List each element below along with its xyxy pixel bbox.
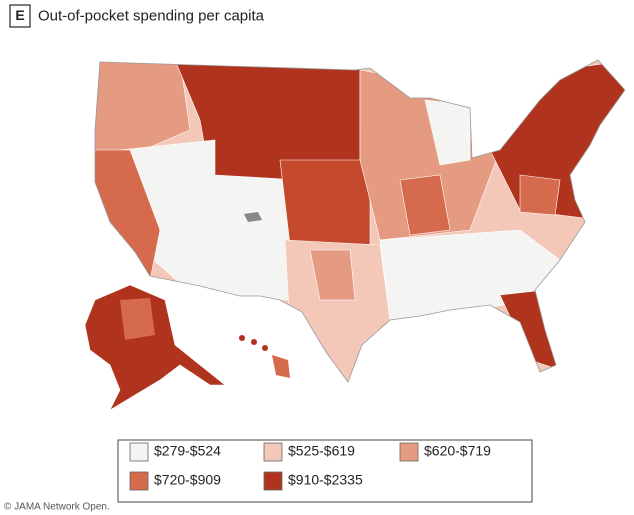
legend-swatch <box>129 471 149 491</box>
panel-label: E <box>15 7 24 23</box>
title: Out-of-pocket spending per capita <box>38 7 265 24</box>
legend: $279-$524 $525-$619 $620-$719 $720-$909 $910… <box>129 442 491 491</box>
legend-label: $525-$619 <box>288 443 355 459</box>
legend-swatch <box>399 442 419 462</box>
legend-label: $620-$719 <box>424 443 491 459</box>
legend-label: $720-$909 <box>154 472 221 488</box>
credit: © JAMA Network Open. <box>4 502 110 513</box>
legend-label: $910-$2335 <box>288 472 363 488</box>
legend-box <box>117 439 533 503</box>
legend-swatch <box>263 471 283 491</box>
legend-swatch <box>263 442 283 462</box>
hawaii <box>239 335 290 378</box>
us-outline <box>94 59 626 383</box>
alaska <box>84 284 226 411</box>
panel-box <box>9 4 31 28</box>
alaska-region <box>120 298 155 340</box>
legend-label: $279-$524 <box>154 443 221 459</box>
legend-swatch <box>129 442 149 462</box>
